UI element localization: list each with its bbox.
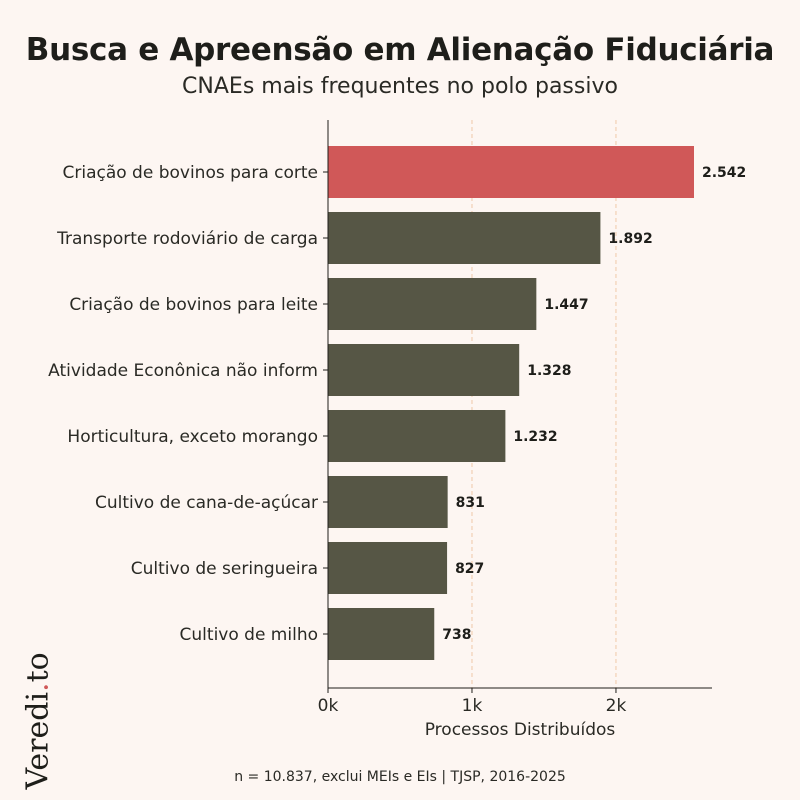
bar xyxy=(328,410,506,462)
x-tick-label: 0k xyxy=(318,696,339,716)
x-tick-label: 1k xyxy=(462,696,483,716)
bar xyxy=(328,476,448,528)
data-label: 827 xyxy=(455,561,484,577)
y-tick-label: Horticultura, exceto morango xyxy=(67,427,318,447)
data-label: 831 xyxy=(456,495,485,511)
bar xyxy=(328,278,537,330)
x-tick-label: 2k xyxy=(606,696,627,716)
y-tick-label: Transporte rodoviário de carga xyxy=(56,229,318,249)
bar xyxy=(328,608,435,660)
chart-subtitle: CNAEs mais frequentes no polo passivo xyxy=(182,74,618,99)
data-label: 738 xyxy=(442,627,471,643)
x-axis-label: Processos Distribuídos xyxy=(425,720,616,740)
y-tick-label: Criação de bovinos para corte xyxy=(62,163,318,183)
veredito-logo: Veredi.to xyxy=(20,652,56,790)
bar xyxy=(328,542,448,594)
footer-note: n = 10.837, exclui MEIs e EIs | TJSP, 20… xyxy=(234,769,566,785)
bar xyxy=(328,146,695,198)
y-tick-label: Cultivo de milho xyxy=(180,625,318,645)
y-tick-label: Cultivo de cana-de-açúcar xyxy=(95,493,318,513)
data-label: 1.232 xyxy=(513,429,557,445)
data-label: 2.542 xyxy=(702,165,746,181)
data-label: 1.447 xyxy=(544,297,588,313)
data-label: 1.328 xyxy=(527,363,571,379)
chart-title: Busca e Apreensão em Alienação Fiduciári… xyxy=(25,32,775,68)
bar xyxy=(328,344,520,396)
bar xyxy=(328,212,601,264)
y-tick-label: Cultivo de seringueira xyxy=(131,559,318,579)
y-tick-label: Criação de bovinos para leite xyxy=(69,295,318,315)
data-label: 1.892 xyxy=(608,231,652,247)
y-tick-label: Atividade Econônica não inform xyxy=(48,361,318,381)
